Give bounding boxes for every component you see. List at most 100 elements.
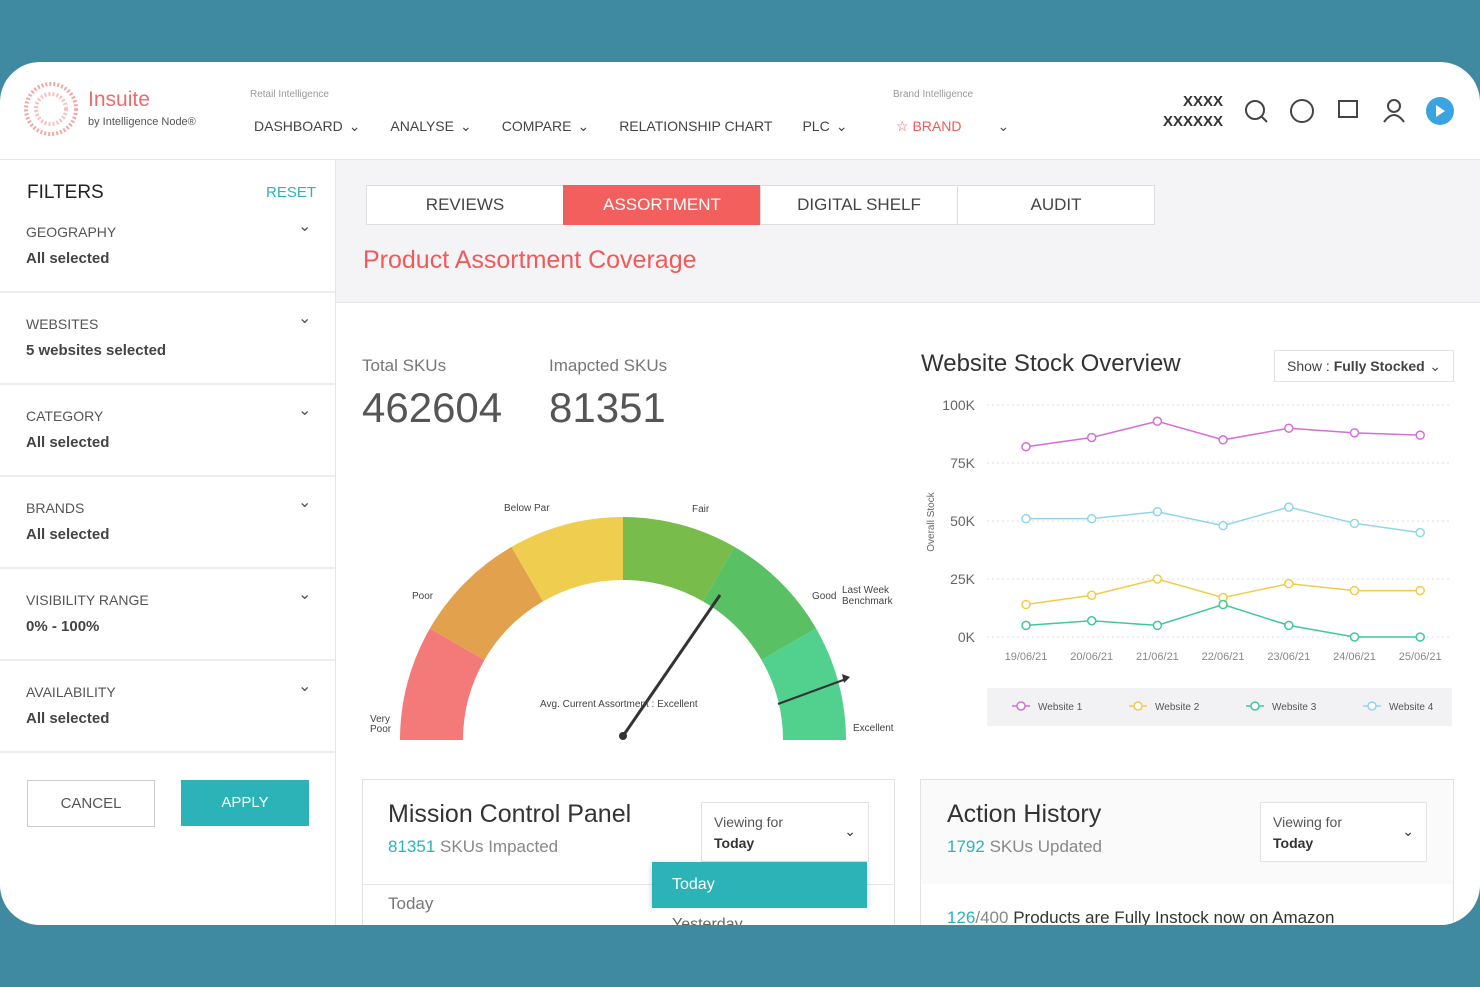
dropdown-value: Today (714, 835, 755, 851)
point (1284, 502, 1294, 512)
point (1349, 428, 1360, 438)
dropdown-option[interactable]: Today (652, 862, 867, 908)
line-text: Products are Fully Instock now on Amazon (1013, 908, 1335, 925)
gauge-label: Excellent (853, 723, 894, 734)
nav-item[interactable]: ANALYSE ⌄ (390, 118, 471, 135)
gauge-label: Fair (692, 504, 710, 515)
gauge-segment (511, 517, 623, 602)
filter-value: All selected (26, 710, 110, 727)
line-chart: Overall Stock 0K 25K 50K 75K 100K 19/06/21 20/0… (926, 397, 1452, 726)
separator (0, 475, 335, 477)
x-tick-label: 19/06/21 (1005, 651, 1048, 663)
chevron[interactable]: ⌄ (298, 494, 312, 511)
gauge (400, 517, 850, 740)
point (1021, 599, 1031, 610)
x-tick-label: 20/06/21 (1070, 651, 1113, 663)
nav-brand[interactable]: ☆ BRAND ⌄ (896, 118, 1010, 134)
chevron: ⌄ (577, 118, 590, 134)
point (1415, 527, 1425, 538)
tab[interactable]: AUDIT (957, 185, 1155, 225)
legend-marker (1367, 701, 1377, 711)
y-tick-label: 50K (950, 513, 976, 529)
kpi-value: 462604 (362, 384, 503, 431)
show-dropdown[interactable]: Show : Fully Stocked ⌄ (1274, 350, 1454, 382)
nav-item[interactable]: COMPARE ⌄ (502, 118, 589, 135)
x-tick-label: 21/06/21 (1136, 651, 1179, 663)
logo: Insuite (88, 88, 150, 111)
gauge-needle (621, 594, 722, 737)
filter-value: All selected (26, 526, 110, 543)
nav-label: COMPARE (501, 118, 572, 134)
divider (0, 159, 1480, 160)
chevron: ⌄ (835, 118, 848, 134)
point (1218, 599, 1228, 610)
point (1415, 430, 1425, 440)
viewing-dropdown[interactable]: Viewing for Today ⌄ (701, 802, 869, 862)
nav: DASHBOARD ⌄ ANALYSE ⌄ COMPARE ⌄ RELATIONSHIP C… (254, 118, 847, 135)
filter-label: GEOGRAPHY (26, 224, 117, 240)
gauge-segment (400, 628, 485, 740)
point (1349, 585, 1360, 596)
tab[interactable]: ASSORTMENT (563, 185, 761, 225)
y-tick-label: 100K (942, 397, 975, 413)
point (1021, 513, 1031, 524)
dropdown-option[interactable]: Yesterday (652, 908, 867, 925)
legend-label: Website 3 (1272, 702, 1317, 713)
viewing-dropdown[interactable]: Viewing for Today ⌄ (1260, 802, 1427, 862)
chevron[interactable]: ⌄ (298, 402, 312, 419)
filter-label: WEBSITES (26, 316, 99, 332)
x-tick-label: 22/06/21 (1202, 651, 1245, 663)
chevron[interactable]: ⌄ (298, 586, 312, 603)
gauge-segment (703, 546, 817, 660)
needle-hub (619, 732, 627, 740)
chevron[interactable]: ⌄ (298, 218, 312, 235)
filter-label: CATEGORY (26, 408, 104, 424)
x-tick-label: 25/06/21 (1399, 651, 1442, 663)
cancel-button[interactable]: CANCEL (27, 780, 155, 827)
reset[interactable]: RESET (266, 184, 317, 201)
nav-item[interactable]: PLC ⌄ (802, 118, 847, 135)
user-line: XXXXXX (1162, 113, 1223, 130)
count-text: SKUs Impacted (440, 837, 559, 856)
kpi-label: Total SKUs (362, 356, 447, 375)
divider (335, 160, 336, 925)
action-line: 126/400 Products are Fully Instock now o… (947, 908, 1334, 925)
nav-item[interactable]: RELATIONSHIP CHART (619, 118, 772, 135)
y-tick-label: 0K (958, 629, 976, 645)
benchmark-needle (777, 678, 847, 705)
y-axis-title: Overall Stock (926, 491, 937, 551)
tab[interactable]: DIGITAL SHELF (760, 185, 958, 225)
point (1284, 620, 1294, 631)
tab[interactable]: REVIEWS (366, 185, 564, 225)
chevron[interactable]: ⌄ (298, 678, 312, 695)
chevron[interactable]: ⌄ (298, 310, 312, 327)
point (1152, 506, 1163, 517)
separator (0, 659, 335, 661)
point (1415, 632, 1425, 642)
section-label: Retail Intelligence (250, 89, 329, 100)
filter-label: VISIBILITY RANGE (26, 592, 149, 608)
point (1086, 432, 1097, 443)
section-title: Product Assortment Coverage (363, 246, 697, 274)
apply-button[interactable]: APPLY (181, 780, 309, 826)
total: /400 (975, 908, 1009, 925)
chevron: ⌄ (348, 118, 361, 134)
nav-item[interactable]: DASHBOARD ⌄ (254, 118, 360, 135)
separator (0, 383, 335, 385)
benchmark-tip (842, 674, 850, 683)
count: 126 (947, 908, 976, 925)
toolbar-icons[interactable] (1240, 96, 1460, 128)
gauge-label: Very Poor (370, 714, 392, 735)
point (1021, 442, 1031, 452)
gauge-segment (623, 517, 735, 602)
option-label: Yesterday (672, 916, 743, 925)
logo-mark (24, 82, 78, 136)
x-tick-label: 23/06/21 (1267, 651, 1310, 663)
point (1086, 513, 1097, 524)
legend-label: Website 1 (1038, 702, 1083, 713)
nav-label: PLC (802, 118, 830, 134)
point (1152, 416, 1163, 426)
legend-marker (1016, 701, 1026, 711)
gauge-segment (429, 546, 543, 660)
legend-marker (1250, 701, 1260, 711)
